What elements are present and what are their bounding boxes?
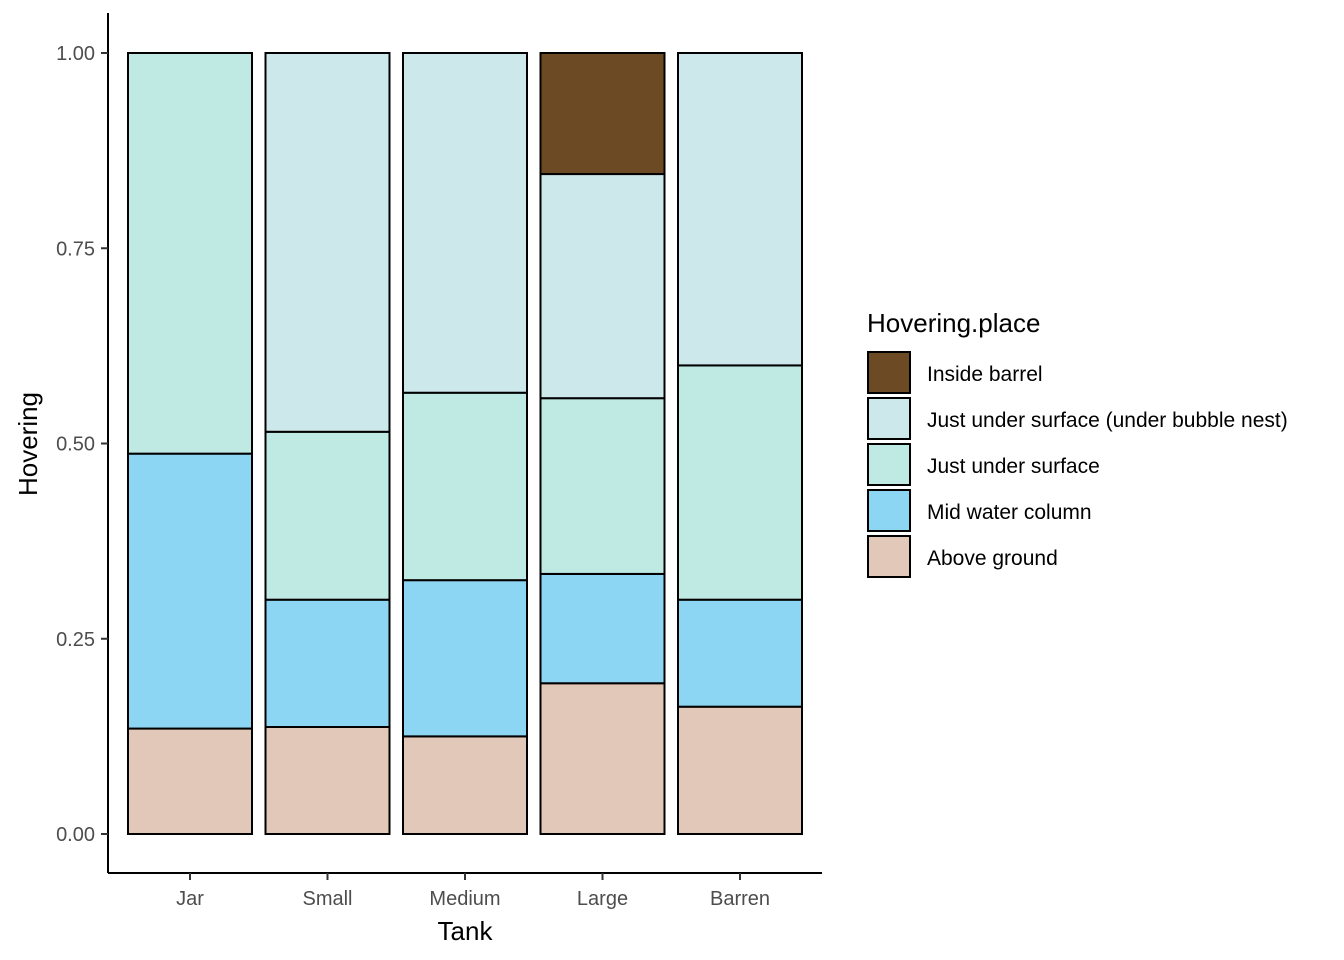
legend-label: Inside barrel [927, 363, 1043, 386]
legend-key [867, 489, 911, 532]
bar-segment-large-3 [539, 173, 666, 400]
bar-segment-small-0 [264, 726, 391, 835]
bar-segment-jar-0 [127, 727, 253, 835]
bar-segment-small-2 [264, 430, 391, 601]
bar-segment-medium-2 [402, 391, 528, 582]
bar-segment-barren-3 [677, 52, 803, 367]
y-axis-title: Hovering [13, 392, 43, 496]
bar-segment-barren-1 [677, 598, 803, 708]
y-tick-label: 0.00 [56, 824, 95, 846]
y-tick-label: 0.75 [56, 238, 95, 260]
legend-label: Just under surface [927, 455, 1100, 478]
y-tick-label: 0.25 [56, 629, 95, 651]
x-tick-label: Large [577, 888, 628, 910]
legend-key [867, 397, 911, 440]
x-tick-label: Barren [710, 888, 770, 910]
ticks-layer: 0.00 0.25 0.50 0.75 1.00 Jar Small Medium Large B… [56, 43, 770, 910]
legend-title: Hovering.place [867, 308, 1040, 338]
bar-segment-small-3 [264, 52, 391, 433]
x-tick-label: Medium [429, 888, 500, 910]
legend-key [867, 351, 911, 394]
bar-segment-barren-2 [677, 364, 803, 601]
bar-segment-jar-2 [127, 52, 253, 455]
bar-segment-medium-0 [402, 735, 528, 835]
legend-label: Just under surface (under bubble nest) [927, 409, 1288, 432]
bar-segment-large-4 [539, 52, 666, 176]
x-tick-label: Small [302, 888, 352, 910]
legend-label: Above ground [927, 547, 1058, 570]
legend-label: Mid water column [927, 501, 1092, 524]
legend-items: Inside barrel Just under surface (under b… [867, 351, 1288, 578]
bars-layer [127, 52, 803, 836]
bar-segment-large-2 [539, 397, 666, 575]
legend-key [867, 535, 911, 578]
bar-segment-large-0 [539, 682, 666, 836]
x-axis-title: Tank [438, 916, 494, 946]
bar-segment-small-1 [264, 598, 391, 729]
y-tick-label: 0.50 [56, 434, 95, 456]
bar-segment-jar-1 [127, 452, 253, 730]
bar-segment-barren-0 [677, 705, 803, 836]
x-tick-label: Jar [176, 888, 204, 910]
bar-segment-large-1 [539, 572, 666, 685]
bar-segment-medium-1 [402, 579, 528, 738]
legend: Hovering.place Inside barrel Just under s… [867, 308, 1288, 578]
y-tick-label: 1.00 [56, 43, 95, 65]
legend-key [867, 443, 911, 486]
bar-segment-medium-3 [402, 52, 528, 394]
